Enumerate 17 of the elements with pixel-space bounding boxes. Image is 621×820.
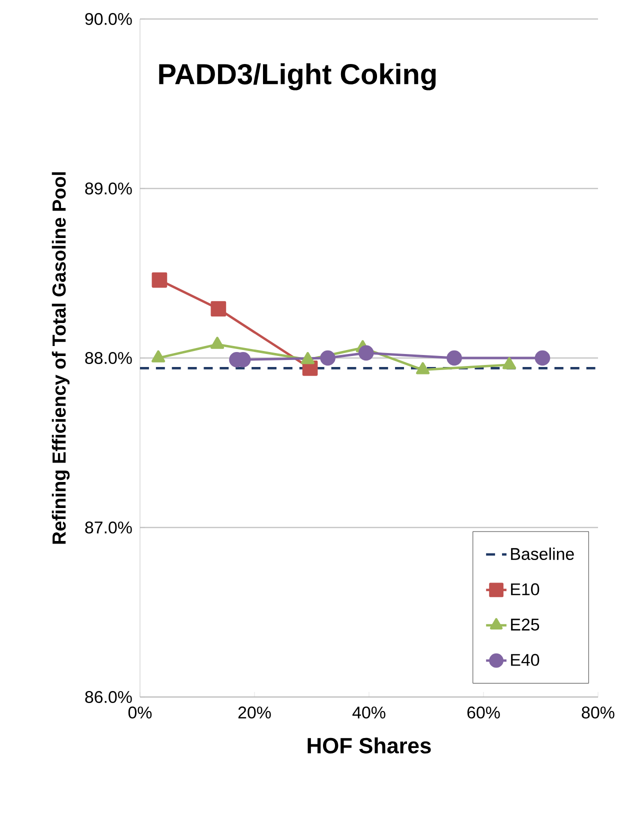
text: PADD3/Light Coking	[159, 63, 436, 90]
x-tick-label: 0%	[128, 706, 152, 719]
x-tick-label: 20%	[238, 706, 271, 719]
x-tick-label: 40%	[352, 706, 386, 719]
legend-label: E40	[511, 654, 540, 666]
y-tick-label: 87.0%	[85, 522, 132, 534]
x-tick-label: 80%	[582, 706, 614, 719]
x-axis-title: HOF Shares	[308, 737, 431, 754]
y-tick-label: 90.0%	[85, 12, 132, 25]
y-tick-label: 89.0%	[85, 182, 132, 194]
y-tick-label: 88.0%	[85, 352, 132, 364]
legend-label: E25	[511, 618, 540, 631]
y-axis-title: Refining Efficiency of Total Gasoline Pool	[52, 172, 70, 544]
y-tick-label: 86.0%	[85, 691, 132, 703]
x-tick-label: 60%	[467, 706, 500, 719]
legend-label: E10	[511, 583, 540, 596]
legend-label: Baseline	[511, 548, 574, 560]
